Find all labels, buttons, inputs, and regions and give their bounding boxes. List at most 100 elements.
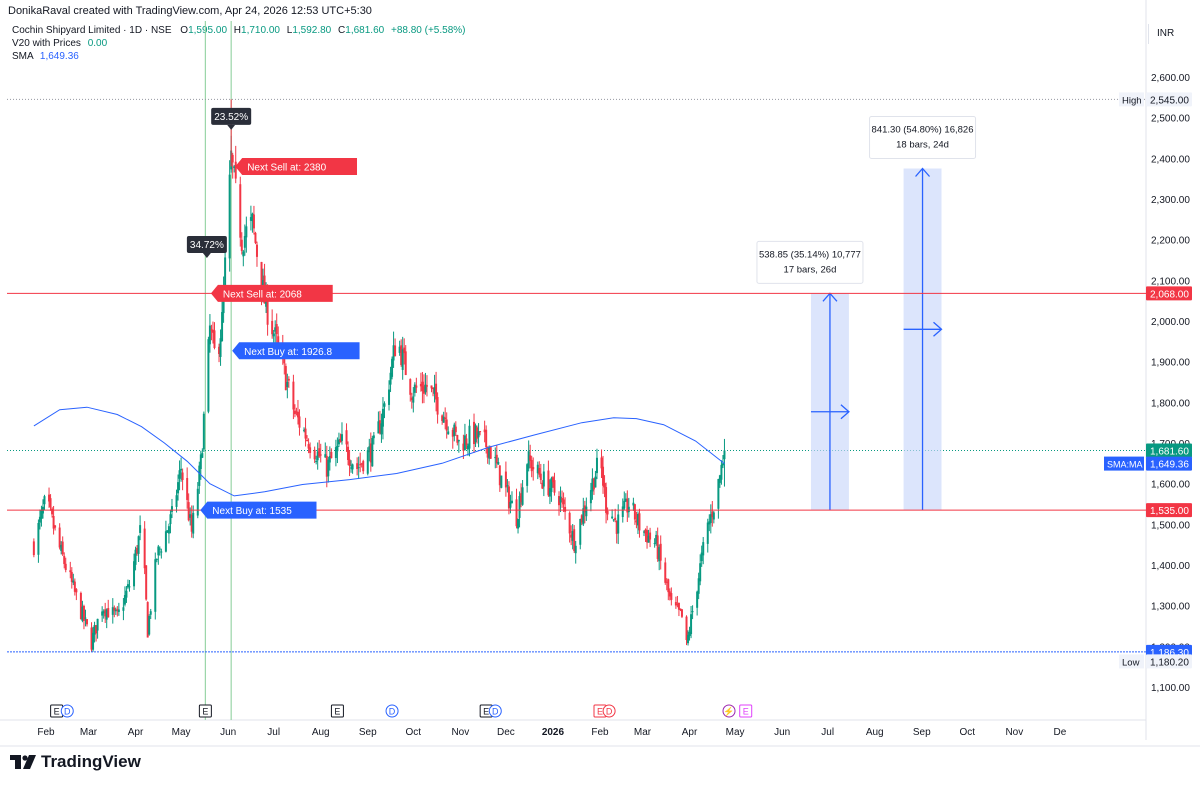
- candle-body: [665, 581, 668, 583]
- candle-body: [603, 483, 606, 488]
- sell-callout-box: [235, 157, 358, 175]
- candle-body: [116, 609, 119, 611]
- candle-body: [49, 498, 52, 508]
- candle-body: [690, 614, 693, 635]
- candle-body: [527, 451, 530, 469]
- candle-body: [210, 329, 213, 331]
- y-tick-label: 1,900.00: [1151, 358, 1190, 369]
- candle-body: [348, 459, 351, 467]
- x-tick-label: De: [1053, 727, 1066, 738]
- candle-body: [157, 546, 160, 556]
- candle-body: [145, 565, 148, 600]
- candle-body: [674, 602, 677, 606]
- candle-body: [286, 381, 289, 388]
- candle-body: [532, 467, 535, 470]
- event-marker-label: D: [389, 707, 396, 717]
- candle-body: [296, 411, 299, 418]
- candle-body: [362, 461, 365, 472]
- candle-body: [553, 480, 556, 493]
- low-value: 1,592.80: [292, 25, 332, 36]
- sell-callout-text: Next Sell at: 2068: [223, 289, 302, 300]
- candle-body: [178, 470, 181, 479]
- projection-duration-text: 18 bars, 24d: [896, 140, 949, 151]
- x-tick-label: Jul: [267, 727, 280, 738]
- candle-body: [453, 424, 456, 437]
- candle-body: [457, 440, 460, 442]
- candle-body: [400, 345, 403, 366]
- candle-body: [64, 563, 67, 570]
- candle-body: [325, 455, 328, 477]
- candle-body: [696, 591, 699, 608]
- candle-body: [388, 389, 391, 405]
- candle-body: [444, 417, 447, 419]
- candle-body: [304, 428, 307, 439]
- candle-body: [189, 514, 192, 518]
- candle-body: [605, 487, 608, 513]
- candle-body: [579, 519, 582, 545]
- last-price-text: 1,681.60: [1150, 446, 1189, 457]
- candle-body: [93, 625, 96, 635]
- brand-name: TradingView: [41, 752, 141, 771]
- candle-body: [413, 384, 416, 393]
- candle-body: [287, 378, 290, 381]
- candle-body: [594, 476, 597, 488]
- sma-legend: SMA 1,649.36: [12, 51, 79, 62]
- candle-body: [636, 513, 639, 526]
- candle-body: [465, 438, 468, 446]
- y-tick-label: 2,500.00: [1151, 114, 1190, 125]
- candle-body: [709, 514, 712, 523]
- x-tick-label: Feb: [37, 727, 55, 738]
- candle-body: [82, 605, 85, 621]
- candle-body: [167, 526, 170, 534]
- candle-body: [509, 501, 512, 508]
- candle-body: [277, 336, 280, 343]
- candle-body: [202, 413, 205, 450]
- candle-body: [585, 506, 588, 517]
- candle-body: [573, 529, 576, 552]
- candle-body: [73, 581, 76, 592]
- candle-body: [506, 485, 509, 487]
- candle-body: [474, 425, 477, 443]
- candle-body: [207, 339, 210, 412]
- event-marker-circle: [602, 704, 616, 718]
- candle-body: [495, 454, 498, 464]
- candle-body: [126, 584, 129, 588]
- open-value: 1,595.00: [188, 25, 228, 36]
- y-tick-label: 2,600.00: [1151, 73, 1190, 84]
- currency-label[interactable]: INR: [1148, 24, 1200, 44]
- tradingview-logo-icon: [10, 755, 36, 769]
- candle-body: [562, 499, 565, 505]
- projection-arrowhead-right: [933, 321, 943, 337]
- candle-body: [529, 455, 532, 461]
- candle-body: [133, 561, 136, 587]
- candle-body: [368, 446, 371, 453]
- candle-body: [419, 383, 422, 387]
- candle-body: [383, 403, 386, 407]
- candle-body: [718, 475, 721, 483]
- candle-body: [592, 478, 595, 490]
- candle-body: [600, 457, 603, 469]
- candle-body: [113, 607, 116, 611]
- event-marker-box: [330, 704, 344, 718]
- y-tick-label: 1,300.00: [1151, 602, 1190, 613]
- event-marker-label: D: [64, 707, 71, 717]
- candle-body: [371, 437, 374, 467]
- candle-body: [234, 161, 237, 179]
- candle-body: [356, 463, 359, 469]
- projection-change-text: 538.85 (35.14%) 10,777: [759, 249, 861, 260]
- candle-body: [219, 338, 222, 357]
- candle-body: [538, 467, 541, 475]
- candle-body: [211, 329, 214, 333]
- candle-body: [667, 579, 670, 593]
- candle-body: [249, 217, 252, 221]
- candle-body: [180, 468, 183, 471]
- candle-body: [79, 592, 82, 619]
- candle-body: [58, 527, 61, 548]
- candle-body: [541, 482, 544, 489]
- candle-body: [369, 443, 372, 463]
- candle-body: [500, 475, 503, 488]
- candle-body: [190, 514, 193, 532]
- candle-body: [295, 411, 298, 413]
- candle-body: [360, 463, 363, 465]
